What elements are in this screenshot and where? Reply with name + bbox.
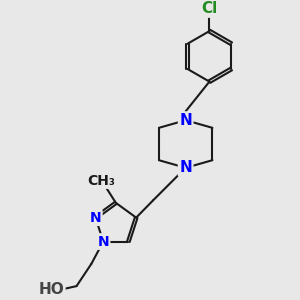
Text: N: N xyxy=(98,235,109,248)
Text: Cl: Cl xyxy=(201,1,218,16)
Text: HO: HO xyxy=(38,282,64,297)
Text: CH₃: CH₃ xyxy=(87,174,115,188)
Text: N: N xyxy=(179,160,192,175)
Text: N: N xyxy=(179,113,192,128)
Text: N: N xyxy=(90,211,101,225)
